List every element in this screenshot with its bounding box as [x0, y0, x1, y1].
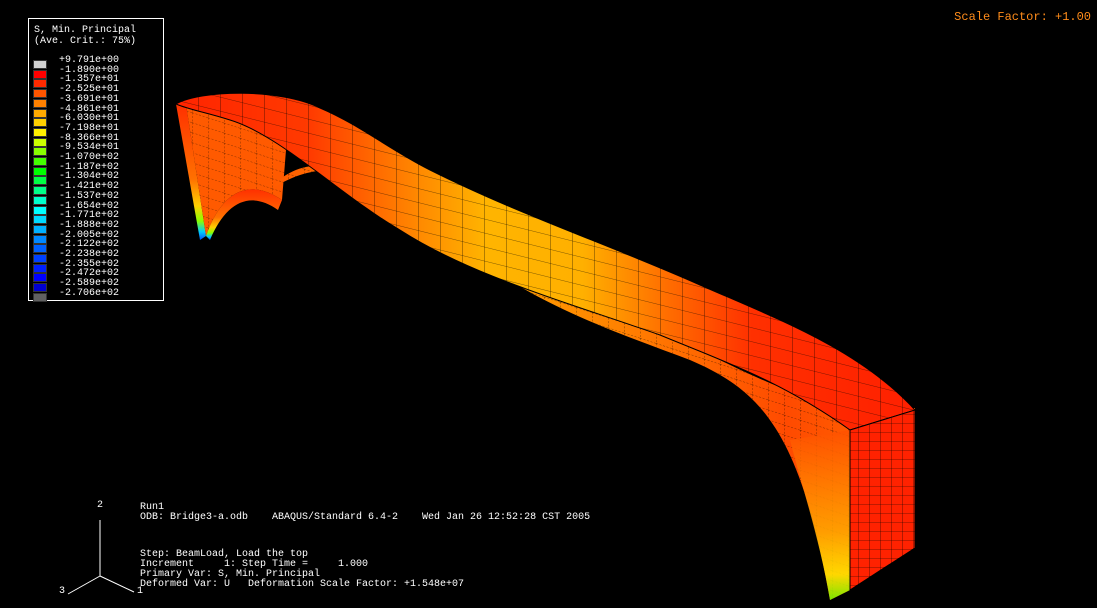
legend-swatch: [33, 244, 47, 254]
deformed-var-line: Deformed Var: U Deformation Scale Factor…: [140, 579, 465, 590]
legend-swatch: [33, 127, 47, 137]
triad-label-1: 1: [137, 586, 144, 597]
triad-axis-3: [67, 575, 101, 595]
legend-swatch: [33, 234, 47, 244]
legend-value: -1.537e+02: [59, 190, 120, 202]
legend-value: -1.890e+00: [59, 64, 120, 76]
legend-value: -6.030e+01: [59, 113, 120, 125]
contour-legend[interactable]: S, Min. Principal (Ave. Crit.: 75%) +9.7…: [28, 18, 164, 302]
legend-swatch: [33, 224, 47, 234]
triad-axis-1: [99, 575, 135, 593]
legend-value: -2.472e+02: [59, 268, 120, 280]
legend-swatch: [33, 283, 47, 293]
legend-value: -2.238e+02: [59, 249, 120, 260]
triad-axes: [67, 520, 135, 595]
legend-swatch: [33, 273, 47, 283]
legend-value: -1.357e+01: [59, 74, 120, 86]
legend-swatch: [33, 263, 47, 273]
legend-value: -1.187e+02: [59, 161, 120, 173]
scale-factor-label: Scale Factor: +1.00: [954, 10, 1091, 24]
legend-value: -2.589e+02: [59, 278, 120, 290]
legend-value: -2.706e+02: [59, 287, 120, 299]
legend-swatch: [33, 176, 47, 186]
legend-value: -1.304e+02: [59, 171, 120, 183]
legend-value: -3.691e+01: [59, 93, 120, 105]
legend-swatch: [33, 137, 47, 147]
run-name: Run1: [140, 502, 165, 513]
legend-value: -9.534e+01: [59, 142, 120, 154]
legend-value: -2.355e+02: [59, 258, 120, 270]
legend-value: -1.888e+02: [59, 219, 120, 231]
legend-swatch: [33, 292, 47, 302]
legend-swatch: [33, 166, 47, 176]
legend-title: S, Min. Principal (Ave. Crit.: 75%): [34, 25, 136, 47]
legend-swatch: [33, 215, 47, 225]
orientation-triad: 2 3 1: [50, 498, 160, 598]
right-support-foot: [790, 430, 850, 600]
odb-line: ODB: Bridge3-a.odb ABAQUS/Standard 6.4-2…: [140, 512, 591, 523]
legend-swatch: [33, 98, 47, 108]
legend-value: -1.654e+02: [59, 200, 120, 212]
legend-title-averaging: (Ave. Crit.: 75%): [34, 36, 137, 47]
legend-value: -1.771e+02: [59, 210, 120, 222]
legend-swatch: [33, 108, 47, 118]
legend-swatch: [33, 186, 47, 196]
legend-value: -1.421e+02: [59, 181, 120, 193]
legend-value: -2.005e+02: [59, 229, 120, 241]
legend-swatch: [33, 118, 47, 128]
legend-value: -1.070e+02: [59, 152, 120, 163]
legend-swatch: [33, 89, 47, 99]
legend-swatch: [33, 79, 47, 89]
legend-swatch: [33, 254, 47, 263]
legend-swatch: [33, 147, 47, 157]
legend-swatch: [33, 157, 47, 166]
legend-swatch: [33, 60, 47, 69]
legend-value: -8.366e+01: [59, 132, 120, 144]
step-line: Step: BeamLoad, Load the top: [140, 549, 309, 560]
legend-swatch: [33, 195, 47, 205]
legend-value: -4.861e+01: [59, 103, 120, 115]
primary-var-line: Primary Var: S, Min. Principal: [140, 569, 321, 580]
legend-swatch: [33, 69, 47, 79]
viewport-info: Run1 ODB: Bridge3-a.odb ABAQUS/Standard …: [140, 503, 590, 590]
triad-label-2: 2: [97, 500, 104, 511]
legend-value: +9.791e+00: [59, 55, 120, 66]
triad-label-3: 3: [59, 586, 66, 597]
legend-value: -2.122e+02: [59, 239, 120, 251]
beam-end-face: [849, 409, 916, 591]
legend-value: -2.525e+01: [59, 84, 120, 96]
legend-title-variable: S, Min. Principal: [34, 25, 137, 36]
increment-line: Increment 1: Step Time = 1.000: [140, 559, 369, 570]
legend-value: -7.198e+01: [59, 122, 120, 134]
legend-swatch: [33, 205, 47, 215]
